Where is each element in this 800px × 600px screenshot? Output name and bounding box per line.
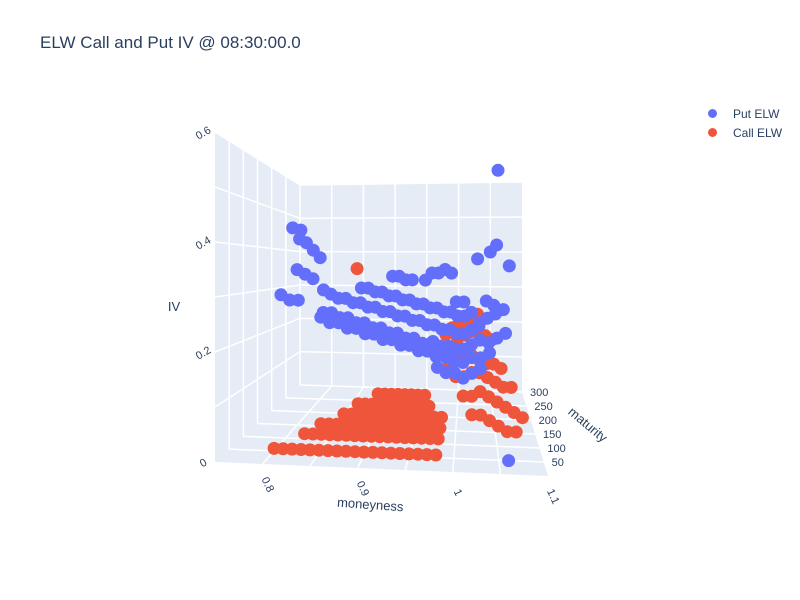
x-tick-label: 0.9	[354, 479, 371, 498]
z-tick-label: 0.4	[194, 234, 213, 252]
legend-item-call[interactable]: Call ELW	[700, 123, 782, 142]
call-elw-point[interactable]	[350, 262, 364, 276]
put-elw-point[interactable]	[502, 259, 516, 273]
legend-label-put: Put ELW	[733, 106, 780, 121]
legend-marker-put	[708, 109, 717, 118]
z-tick-label: 0.2	[194, 344, 213, 362]
put-elw-point[interactable]	[471, 252, 485, 266]
put-elw-point[interactable]	[483, 346, 496, 360]
legend-item-put[interactable]: Put ELW	[700, 104, 782, 123]
y-tick-label: 50	[552, 457, 564, 469]
x-axis-title: moneyness	[337, 495, 405, 515]
put-elw-point[interactable]	[286, 221, 300, 235]
x-tick-label: 0.8	[259, 475, 276, 494]
put-elw-point[interactable]	[457, 295, 471, 309]
call-elw-point[interactable]	[429, 448, 443, 462]
x-tick-label: 1	[451, 487, 464, 498]
call-elw-point[interactable]	[515, 411, 529, 425]
call-elw-point[interactable]	[418, 388, 432, 402]
put-elw-point[interactable]	[405, 273, 419, 287]
y-axis-title: maturity	[565, 404, 610, 446]
put-elw-point[interactable]	[445, 266, 459, 280]
put-elw-point[interactable]	[490, 238, 504, 252]
put-elw-point[interactable]	[502, 454, 516, 468]
legend-marker-call	[708, 128, 717, 137]
grid-line-z-back	[299, 181, 523, 186]
x-tick-label: 1.1	[544, 487, 561, 506]
call-elw-point[interactable]	[433, 421, 447, 435]
y-tick-label: 200	[539, 415, 557, 427]
grid-line-z-left	[214, 317, 301, 353]
y-tick-label: 150	[543, 429, 561, 441]
grid-line-z-left	[214, 186, 301, 220]
legend: Put ELW Call ELW	[700, 104, 782, 142]
grid-line-z-back	[299, 216, 523, 220]
z-tick-label: 0	[198, 457, 209, 470]
scene-marks	[267, 163, 529, 468]
grid-line-z-left	[214, 131, 301, 186]
put-elw-point[interactable]	[306, 272, 320, 286]
call-elw-point[interactable]	[509, 425, 523, 439]
put-elw-point[interactable]	[473, 362, 487, 376]
y-tick-label: 300	[530, 387, 548, 399]
put-elw-point[interactable]	[496, 303, 510, 317]
z-axis-title: IV	[168, 299, 181, 314]
call-elw-point[interactable]	[435, 410, 448, 424]
grid-line-z-left	[214, 351, 301, 408]
y-tick-label: 100	[547, 443, 565, 455]
z-tick-label: 0.6	[194, 124, 213, 142]
grid-line-z-left	[214, 284, 301, 298]
grid-line-z-left	[214, 241, 301, 253]
call-elw-point[interactable]	[422, 399, 436, 413]
put-elw-point[interactable]	[313, 251, 327, 265]
put-elw-point[interactable]	[491, 163, 505, 177]
call-elw-point[interactable]	[494, 362, 508, 375]
chart-title: ELW Call and Put IV @ 08:30:00.0	[40, 33, 301, 52]
put-elw-point[interactable]	[464, 305, 478, 319]
put-elw-point[interactable]	[291, 293, 305, 307]
legend-label-call: Call ELW	[733, 125, 783, 140]
y-tick-label: 250	[534, 401, 552, 413]
put-elw-point[interactable]	[499, 326, 512, 340]
call-elw-point[interactable]	[431, 432, 445, 446]
call-elw-point[interactable]	[504, 380, 518, 394]
